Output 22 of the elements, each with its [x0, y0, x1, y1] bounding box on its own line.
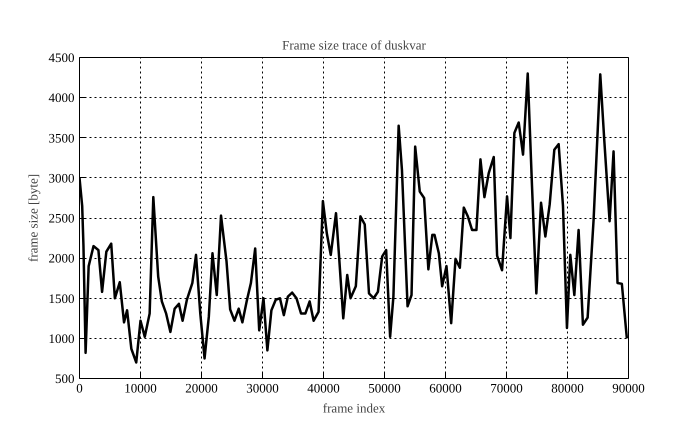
y-tick-label: 2000 — [48, 250, 74, 266]
y-tick-label: 4000 — [48, 90, 74, 106]
x-tick-label: 50000 — [368, 380, 401, 396]
y-tick-label: 4500 — [48, 50, 74, 65]
x-tick-label: 70000 — [490, 380, 523, 396]
y-tick-label: 1500 — [48, 290, 74, 306]
x-axis-title: frame index — [322, 400, 386, 416]
y-tick-label: 3000 — [48, 170, 74, 186]
x-tick-label: 30000 — [246, 380, 279, 396]
y-tick-label: 500 — [55, 371, 74, 386]
y-tick-label: 1000 — [48, 330, 74, 346]
chart-title: Frame size trace of duskvar — [282, 38, 426, 52]
x-tick-label: 40000 — [307, 380, 340, 396]
y-tick-label: 3500 — [48, 130, 74, 146]
x-tick-label: 20000 — [185, 380, 218, 396]
y-tick-label: 2500 — [48, 210, 74, 226]
x-tick-label: 80000 — [551, 380, 584, 396]
y-axis-title: frame size [byte] — [26, 174, 40, 262]
x-tick-label: 0 — [76, 380, 83, 396]
x-tick-label: 60000 — [429, 380, 462, 396]
x-tick-label: 90000 — [612, 380, 645, 396]
x-tick-label: 10000 — [124, 380, 157, 396]
